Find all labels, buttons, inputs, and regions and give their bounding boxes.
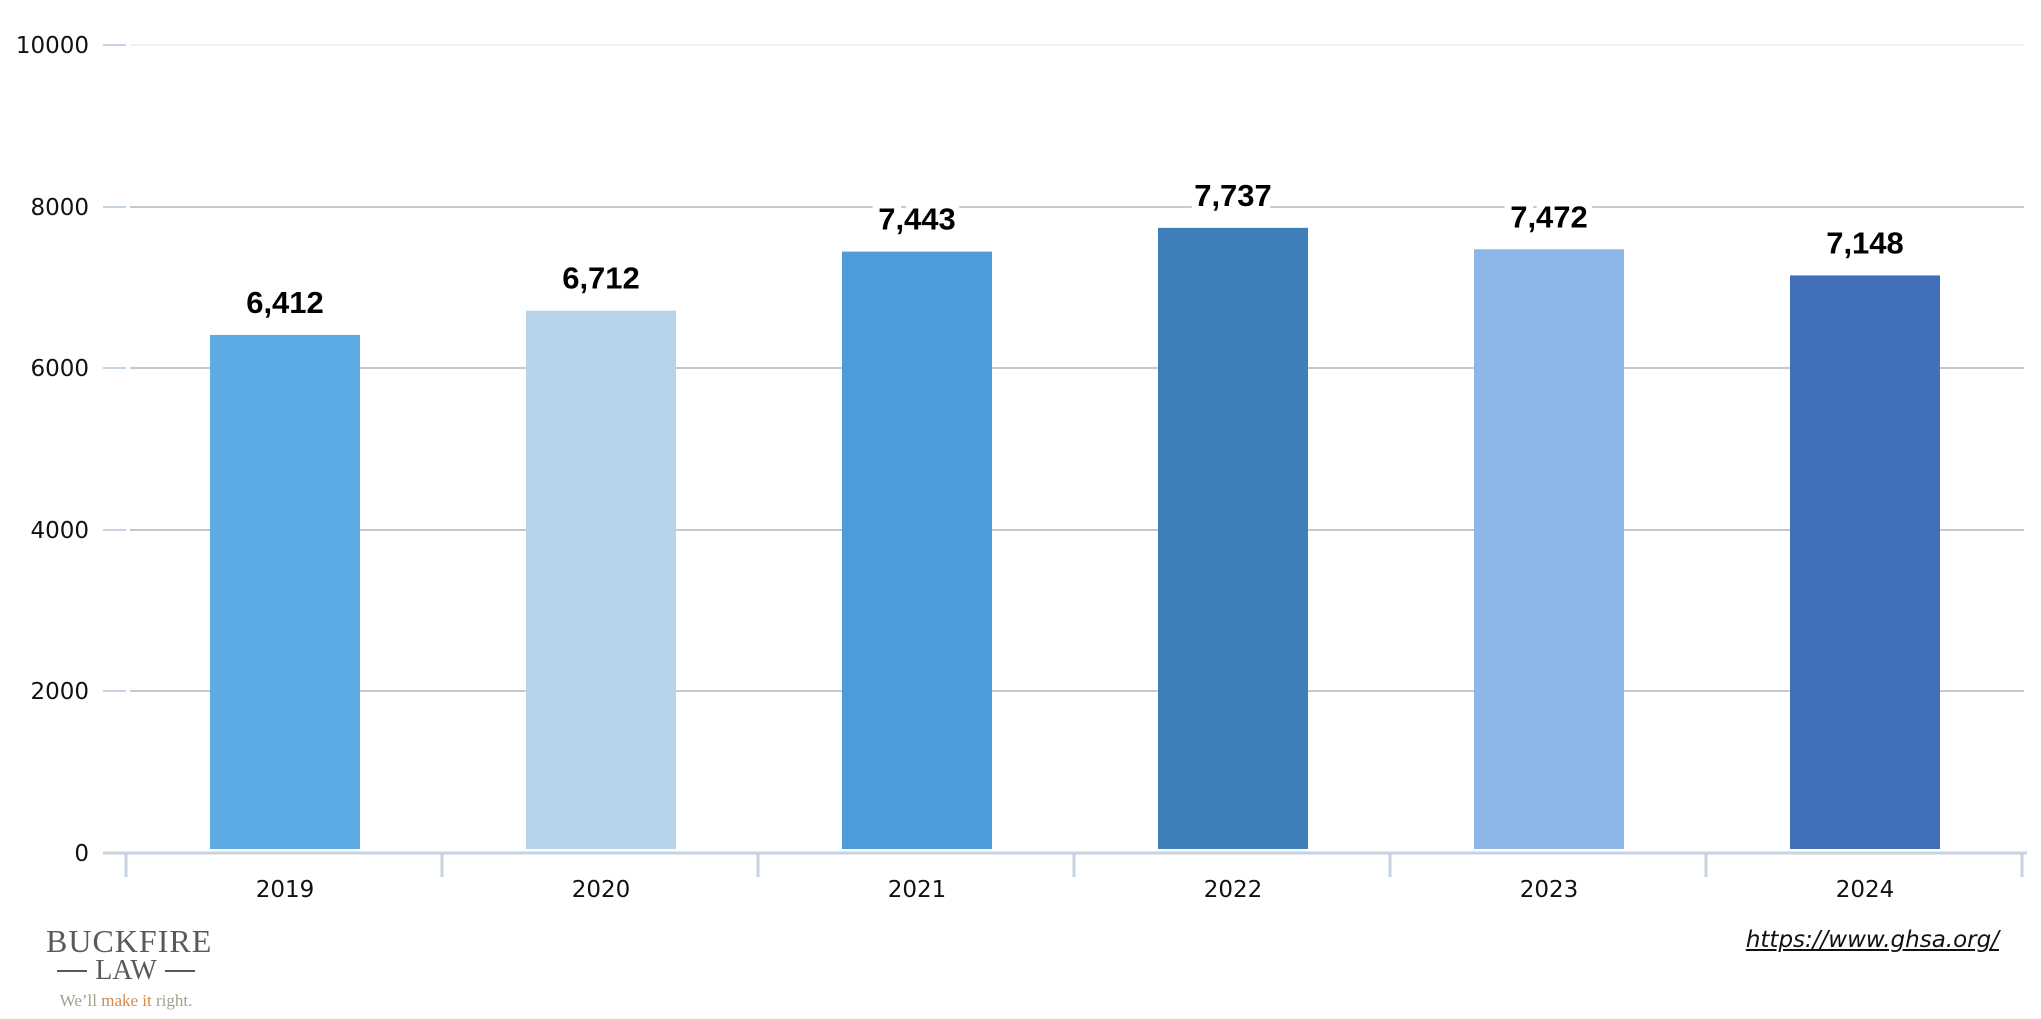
y-tick-label: 6000 <box>30 356 89 382</box>
x-tick-label: 2022 <box>1204 877 1263 903</box>
y-tick-label: 2000 <box>30 679 89 705</box>
logo-tagline-accent: make it <box>101 991 152 1010</box>
x-tick-label: 2019 <box>256 877 315 903</box>
logo-tagline-pre: We’ll <box>59 991 102 1010</box>
x-tick-label: 2020 <box>572 877 631 903</box>
data-label: 7,737 <box>1194 178 1272 213</box>
data-labels: 6,412 6,712 7,443 7,737 7,472 7,148 <box>239 171 1911 327</box>
data-label: 7,148 <box>1826 225 1904 260</box>
bar-2020 <box>526 310 676 849</box>
logo-dash-right <box>164 970 195 972</box>
bar-2024 <box>1790 275 1940 849</box>
bar-2019 <box>210 334 360 849</box>
x-axis: 2019 2020 2021 2022 2023 2024 <box>103 851 2027 903</box>
y-axis: 0 2000 4000 6000 8000 10000 <box>16 33 126 867</box>
x-tick-label: 2023 <box>1520 877 1579 903</box>
data-label: 6,412 <box>246 285 324 320</box>
data-label: 7,472 <box>1510 199 1588 234</box>
bar-2022 <box>1158 227 1308 849</box>
bar-2021 <box>842 251 992 850</box>
gridlines <box>130 44 2024 692</box>
bar-2023 <box>1474 249 1624 850</box>
bars <box>210 227 1940 850</box>
data-label: 7,443 <box>878 202 956 237</box>
logo-name: BUCKFIRE <box>46 923 213 959</box>
logo-dash-left <box>57 970 88 972</box>
data-label: 6,712 <box>562 261 640 296</box>
y-tick-label: 10000 <box>16 33 89 59</box>
logo-law: LAW <box>95 955 157 986</box>
x-tick-label: 2021 <box>888 877 947 903</box>
y-tick-label: 8000 <box>30 195 89 221</box>
logo-law-row: LAW <box>46 956 206 986</box>
source-link[interactable]: https://www.ghsa.org/ <box>1745 927 1999 953</box>
x-tick-label: 2024 <box>1836 877 1895 903</box>
buckfire-law-logo: BUCKFIRE LAW We’ll make it right. <box>46 923 213 1014</box>
logo-tagline-post: right. <box>151 991 193 1010</box>
y-tick-label: 4000 <box>30 518 89 544</box>
y-tick-label: 0 <box>74 841 89 867</box>
logo-tagline: We’ll make it right. <box>46 988 206 1014</box>
